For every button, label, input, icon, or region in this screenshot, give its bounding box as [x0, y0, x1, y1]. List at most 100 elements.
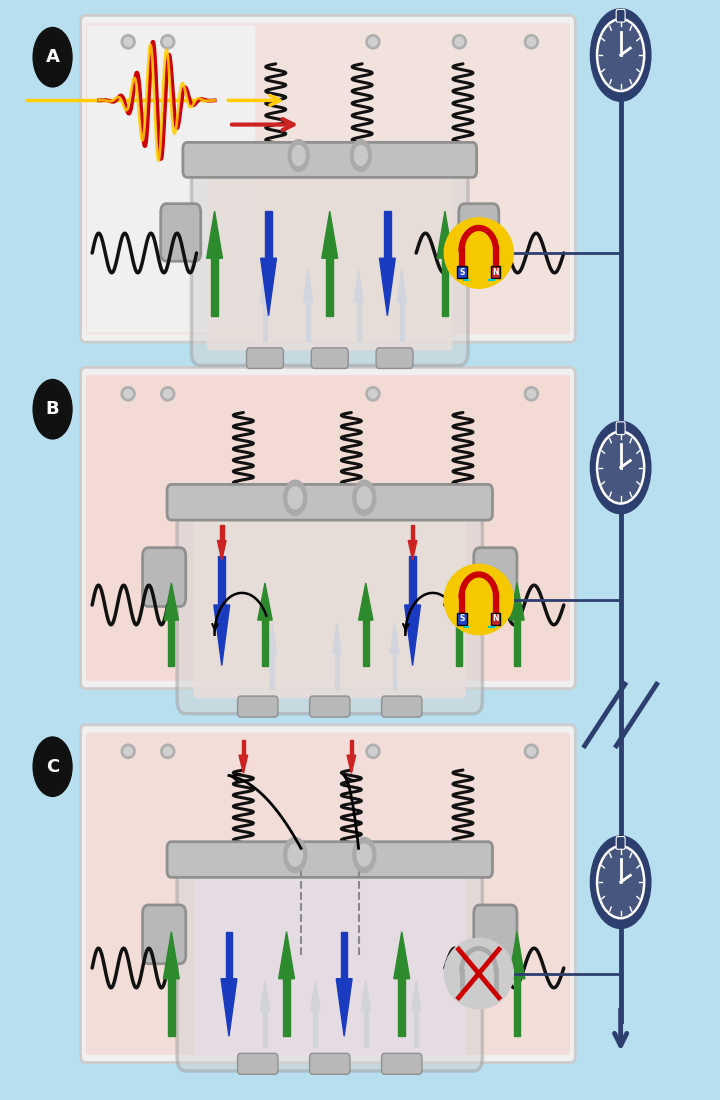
FancyBboxPatch shape	[81, 367, 575, 689]
FancyBboxPatch shape	[177, 858, 482, 1071]
FancyBboxPatch shape	[457, 613, 467, 625]
FancyBboxPatch shape	[382, 696, 422, 717]
Polygon shape	[322, 211, 338, 258]
FancyBboxPatch shape	[311, 348, 348, 369]
Polygon shape	[270, 653, 274, 690]
Polygon shape	[241, 740, 246, 756]
Polygon shape	[441, 258, 449, 316]
Polygon shape	[163, 932, 179, 979]
Polygon shape	[363, 620, 369, 666]
Polygon shape	[390, 624, 399, 653]
FancyBboxPatch shape	[143, 905, 186, 964]
FancyBboxPatch shape	[459, 204, 499, 261]
Circle shape	[292, 145, 305, 165]
Polygon shape	[261, 270, 269, 301]
Circle shape	[33, 379, 72, 439]
FancyBboxPatch shape	[207, 173, 453, 351]
Ellipse shape	[161, 387, 175, 400]
Polygon shape	[304, 270, 313, 301]
Circle shape	[284, 481, 307, 516]
Polygon shape	[262, 620, 268, 666]
Polygon shape	[263, 1011, 267, 1047]
Ellipse shape	[444, 218, 513, 288]
Ellipse shape	[121, 387, 135, 400]
FancyBboxPatch shape	[238, 696, 278, 717]
Ellipse shape	[444, 564, 513, 635]
Polygon shape	[437, 211, 453, 258]
Circle shape	[351, 140, 372, 172]
FancyBboxPatch shape	[246, 348, 284, 369]
Ellipse shape	[163, 747, 172, 756]
Circle shape	[357, 844, 372, 866]
FancyBboxPatch shape	[81, 725, 575, 1063]
Ellipse shape	[524, 387, 539, 400]
FancyBboxPatch shape	[81, 15, 575, 342]
Polygon shape	[341, 932, 348, 979]
Ellipse shape	[524, 34, 539, 50]
FancyBboxPatch shape	[87, 25, 256, 332]
Circle shape	[288, 487, 302, 509]
FancyBboxPatch shape	[194, 516, 466, 698]
Circle shape	[284, 837, 307, 872]
Polygon shape	[313, 1011, 318, 1047]
Ellipse shape	[163, 37, 172, 46]
Circle shape	[590, 9, 651, 101]
Ellipse shape	[161, 745, 175, 759]
Polygon shape	[333, 624, 341, 653]
Polygon shape	[400, 301, 404, 341]
FancyBboxPatch shape	[86, 375, 570, 681]
Text: A: A	[45, 48, 60, 66]
Ellipse shape	[366, 34, 380, 50]
Polygon shape	[258, 583, 272, 620]
Text: S: S	[459, 268, 465, 277]
Polygon shape	[356, 301, 361, 341]
Ellipse shape	[121, 34, 135, 50]
Polygon shape	[452, 583, 467, 620]
FancyBboxPatch shape	[86, 23, 570, 334]
Circle shape	[353, 481, 376, 516]
FancyBboxPatch shape	[238, 1054, 278, 1075]
Text: S: S	[459, 615, 465, 624]
Polygon shape	[220, 525, 224, 540]
Ellipse shape	[163, 389, 172, 398]
Ellipse shape	[369, 389, 377, 398]
Polygon shape	[408, 540, 417, 560]
Polygon shape	[397, 270, 406, 301]
Polygon shape	[409, 556, 416, 605]
Polygon shape	[354, 270, 363, 301]
FancyBboxPatch shape	[194, 872, 466, 1056]
Polygon shape	[211, 258, 218, 316]
Ellipse shape	[444, 938, 513, 1009]
Ellipse shape	[366, 387, 380, 400]
Polygon shape	[361, 981, 370, 1011]
Circle shape	[33, 28, 72, 87]
Polygon shape	[283, 979, 290, 1036]
Polygon shape	[261, 258, 276, 316]
FancyBboxPatch shape	[161, 204, 201, 261]
Polygon shape	[456, 620, 462, 666]
FancyBboxPatch shape	[616, 422, 625, 435]
FancyBboxPatch shape	[376, 348, 413, 369]
Polygon shape	[384, 211, 391, 258]
Text: N: N	[492, 268, 499, 277]
Ellipse shape	[527, 389, 536, 398]
Polygon shape	[311, 981, 320, 1011]
Ellipse shape	[161, 34, 175, 50]
Polygon shape	[359, 583, 373, 620]
FancyBboxPatch shape	[474, 905, 517, 964]
Polygon shape	[268, 624, 276, 653]
FancyBboxPatch shape	[616, 837, 625, 849]
Text: N: N	[492, 615, 499, 624]
Polygon shape	[168, 620, 174, 666]
FancyBboxPatch shape	[310, 696, 350, 717]
Circle shape	[590, 836, 651, 928]
Polygon shape	[168, 979, 175, 1036]
Polygon shape	[306, 301, 310, 341]
Ellipse shape	[369, 747, 377, 756]
Ellipse shape	[455, 37, 464, 46]
FancyBboxPatch shape	[177, 500, 482, 714]
Ellipse shape	[527, 37, 536, 46]
FancyBboxPatch shape	[474, 548, 517, 606]
Circle shape	[357, 487, 372, 509]
Circle shape	[353, 837, 376, 872]
